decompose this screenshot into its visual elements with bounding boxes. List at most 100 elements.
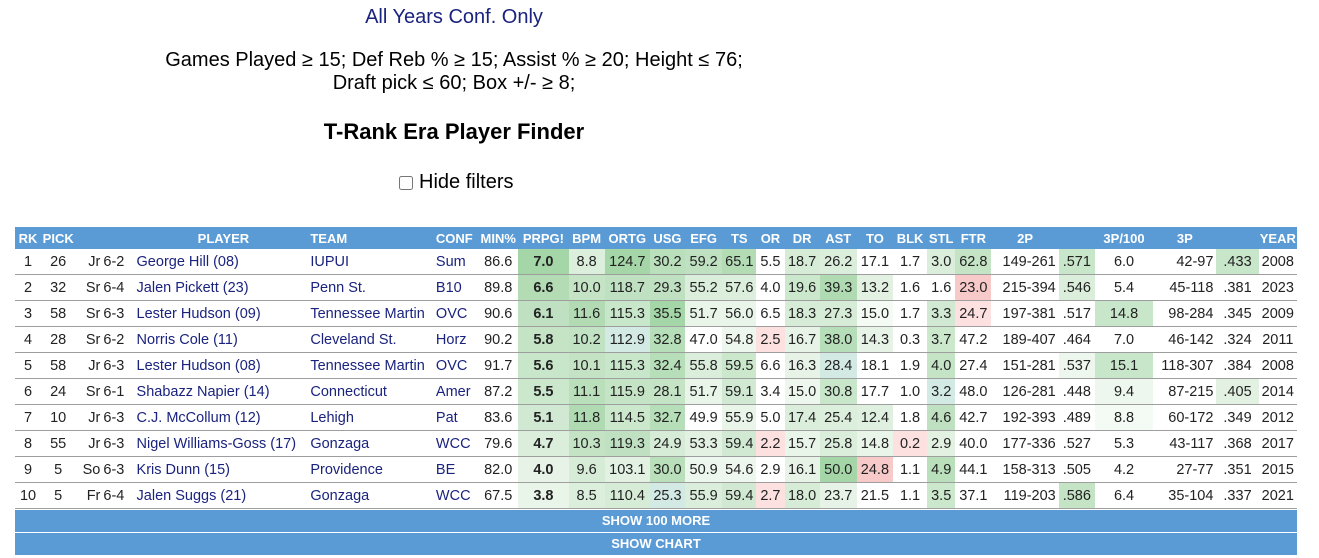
- col-header-fg3[interactable]: 3P: [1153, 227, 1217, 249]
- cell-fg3: 27-77: [1153, 456, 1217, 483]
- col-header-ftr[interactable]: FTR: [955, 227, 992, 249]
- col-header-min[interactable]: MIN%: [478, 227, 519, 249]
- table-row: 10 5 Fr 6-4 Jalen Suggs (21) Gonzaga WCC 67.5 3.…: [15, 482, 1297, 509]
- player-link[interactable]: Norris Cole (11): [136, 331, 238, 348]
- team-link[interactable]: Gonzaga: [310, 435, 370, 452]
- cell-pick: 26: [41, 249, 76, 275]
- team-link[interactable]: Lehigh: [310, 409, 354, 426]
- cell-blk: 1.8: [892, 404, 928, 431]
- cell-ftr: 44.1: [955, 456, 992, 483]
- col-header-year[interactable]: YEAR: [1258, 227, 1297, 249]
- cell-player: George Hill (08): [136, 249, 311, 275]
- col-header-p3-100[interactable]: 3P/100: [1094, 227, 1154, 249]
- player-link[interactable]: Shabazz Napier (14): [136, 383, 270, 400]
- cell-ortg: 110.4: [604, 482, 650, 509]
- col-header-bpm[interactable]: BPM: [568, 227, 605, 249]
- cell-year: 2023: [1258, 274, 1297, 301]
- player-link[interactable]: Lester Hudson (08): [136, 357, 261, 374]
- player-link[interactable]: Jalen Pickett (23): [136, 279, 249, 296]
- cell-bpm: 11.8: [568, 404, 605, 431]
- player-link[interactable]: George Hill (08): [136, 253, 239, 270]
- cell-bpm: 10.0: [568, 274, 605, 301]
- cell-cls: Fr: [75, 482, 104, 509]
- conf-link[interactable]: OVC: [435, 305, 468, 322]
- col-header-stl[interactable]: STL: [927, 227, 956, 249]
- cell-to: 13.2: [856, 274, 893, 301]
- cell-rk: 8: [15, 430, 42, 457]
- team-link[interactable]: Tennessee Martin: [310, 305, 425, 322]
- cell-dr: 18.7: [784, 249, 820, 275]
- col-header-ts[interactable]: TS: [722, 227, 757, 249]
- team-link[interactable]: IUPUI: [310, 253, 350, 270]
- team-link[interactable]: Providence: [310, 461, 383, 478]
- cell-pick: 58: [41, 300, 76, 327]
- cell-fg2: 177-336: [991, 430, 1059, 457]
- conf-link[interactable]: B10: [435, 279, 462, 296]
- col-header-fg2[interactable]: 2P: [991, 227, 1059, 249]
- col-header-dr[interactable]: DR: [784, 227, 820, 249]
- player-link[interactable]: Jalen Suggs (21): [136, 487, 247, 504]
- cell-or: 3.4: [756, 378, 785, 405]
- conf-link[interactable]: WCC: [435, 435, 471, 452]
- cell-ftr: 23.0: [955, 274, 992, 301]
- table-row: 3 58 Sr 6-3 Lester Hudson (09) Tennessee Mart…: [15, 300, 1297, 327]
- cell-bpm: 9.6: [568, 456, 605, 483]
- col-header-height: [103, 227, 137, 249]
- col-header-usg[interactable]: USG: [649, 227, 686, 249]
- col-header-efg[interactable]: EFG: [685, 227, 723, 249]
- col-header-ortg[interactable]: ORTG: [604, 227, 650, 249]
- criteria-line-2: Draft pick ≤ 60; Box +/- ≥ 8;: [332, 72, 576, 94]
- col-header-blk[interactable]: BLK: [892, 227, 928, 249]
- cell-ast: 23.7: [819, 482, 857, 509]
- team-link[interactable]: Tennessee Martin: [310, 357, 425, 374]
- col-header-conf[interactable]: CONF: [435, 227, 479, 249]
- cell-ht: 6-1: [103, 378, 137, 405]
- cell-efg: 55.2: [685, 274, 723, 301]
- cell-prpg: 6.1: [518, 300, 569, 327]
- cell-to: 18.1: [856, 352, 893, 379]
- conf-link[interactable]: BE: [435, 461, 456, 478]
- team-link[interactable]: Penn St.: [310, 279, 366, 296]
- table-row: 9 5 So 6-3 Kris Dunn (15) Providence BE 82.0 4.0…: [15, 456, 1297, 483]
- cell-min: 90.2: [478, 326, 519, 353]
- conf-link[interactable]: Amer: [435, 383, 471, 400]
- conf-link[interactable]: Sum: [435, 253, 466, 270]
- team-link[interactable]: Gonzaga: [310, 487, 370, 504]
- cell-fg2: 192-393: [991, 404, 1059, 431]
- conf-link[interactable]: Horz: [435, 331, 467, 348]
- col-header-pick[interactable]: PICK: [41, 227, 76, 249]
- col-header-ast[interactable]: AST: [819, 227, 857, 249]
- player-link[interactable]: Lester Hudson (09): [136, 305, 261, 322]
- cell-ortg: 118.7: [604, 274, 650, 301]
- col-header-team[interactable]: TEAM: [310, 227, 436, 249]
- team-link[interactable]: Cleveland St.: [310, 331, 397, 348]
- player-link[interactable]: C.J. McCollum (12): [136, 409, 261, 426]
- player-link[interactable]: Nigel Williams-Goss (17): [136, 435, 297, 452]
- conf-link[interactable]: OVC: [435, 357, 468, 374]
- show-chart-button[interactable]: SHOW CHART: [15, 533, 1297, 555]
- team-link[interactable]: Connecticut: [310, 383, 387, 400]
- conf-link[interactable]: WCC: [435, 487, 471, 504]
- cell-ftr: 27.4: [955, 352, 992, 379]
- col-header-to[interactable]: TO: [856, 227, 893, 249]
- cell-usg: 35.5: [649, 300, 686, 327]
- col-header-or[interactable]: OR: [756, 227, 785, 249]
- col-header-rk[interactable]: RK: [15, 227, 42, 249]
- cell-ortg: 115.3: [604, 352, 650, 379]
- cell-ast: 28.4: [819, 352, 857, 379]
- col-header-prpg[interactable]: PRPG!: [518, 227, 569, 249]
- cell-pct2: .489: [1058, 404, 1095, 431]
- hide-filters-toggle[interactable]: Hide filters: [399, 171, 513, 194]
- cell-pct2: .464: [1058, 326, 1095, 353]
- cell-ht: 6-3: [103, 352, 137, 379]
- cell-fg2: 149-261: [991, 249, 1059, 275]
- cell-to: 14.8: [856, 430, 893, 457]
- col-header-player[interactable]: PLAYER: [136, 227, 311, 249]
- cell-pick: 55: [41, 430, 76, 457]
- cell-ts: 54.8: [722, 326, 757, 353]
- cell-pick: 5: [41, 456, 76, 483]
- show-more-button[interactable]: SHOW 100 MORE: [15, 510, 1297, 532]
- player-link[interactable]: Kris Dunn (15): [136, 461, 231, 478]
- conf-link[interactable]: Pat: [435, 409, 458, 426]
- hide-filters-checkbox[interactable]: [399, 175, 413, 190]
